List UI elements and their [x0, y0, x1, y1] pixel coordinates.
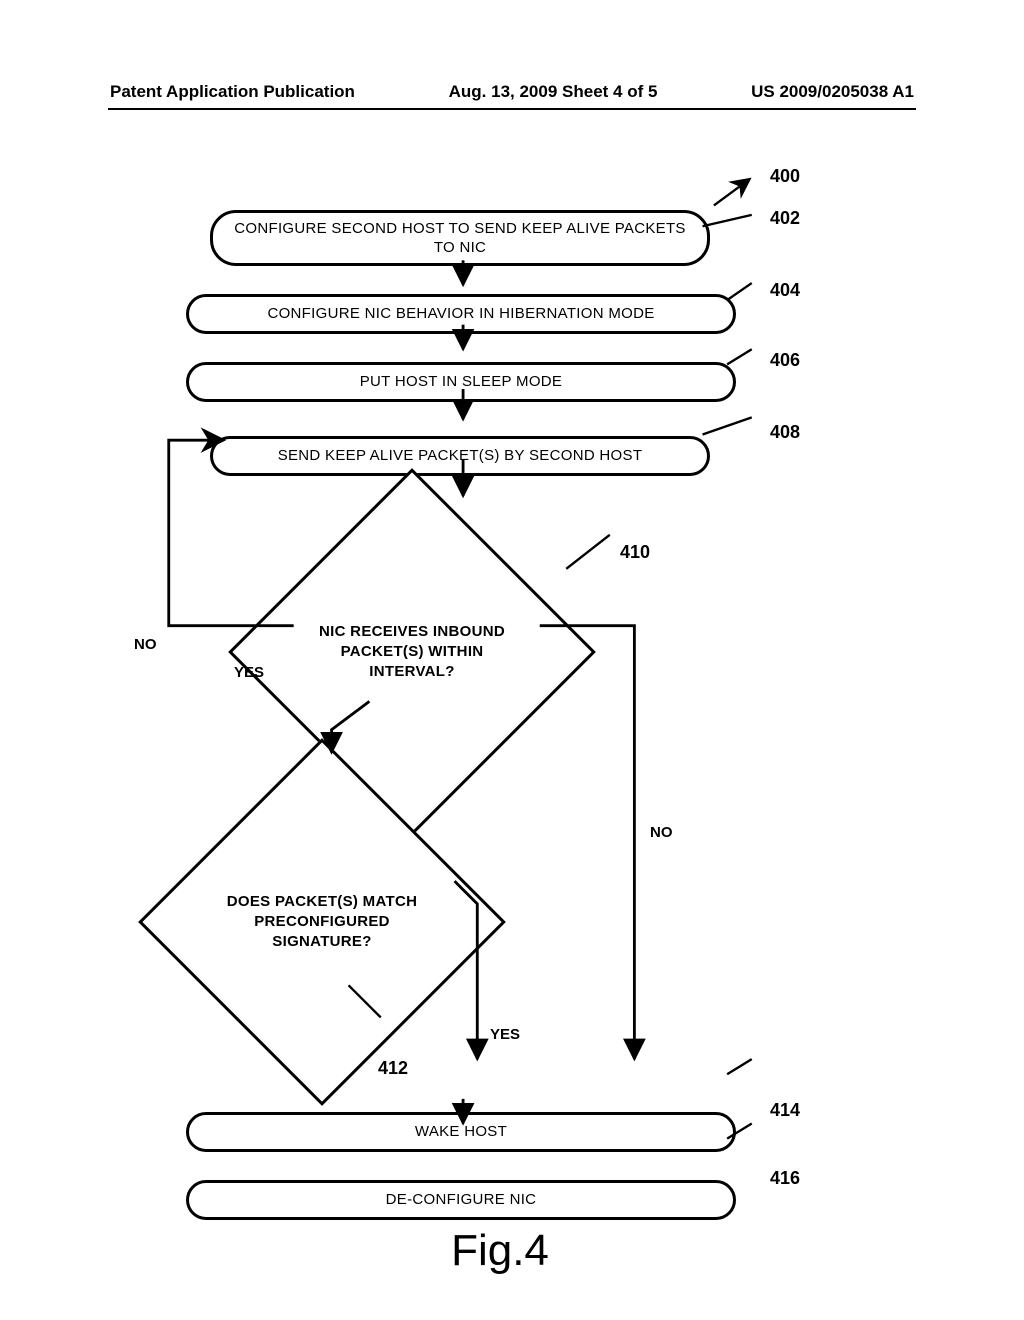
header-center: Aug. 13, 2009 Sheet 4 of 5 [449, 82, 658, 102]
header-rule [108, 108, 916, 110]
flow-arrows [90, 160, 910, 1220]
header-left: Patent Application Publication [110, 82, 355, 102]
figure-label: Fig.4 [451, 1226, 549, 1276]
flowchart-canvas: 400 CONFIGURE SECOND HOST TO SEND KEEP A… [90, 160, 910, 1220]
header-right: US 2009/0205038 A1 [751, 82, 914, 102]
